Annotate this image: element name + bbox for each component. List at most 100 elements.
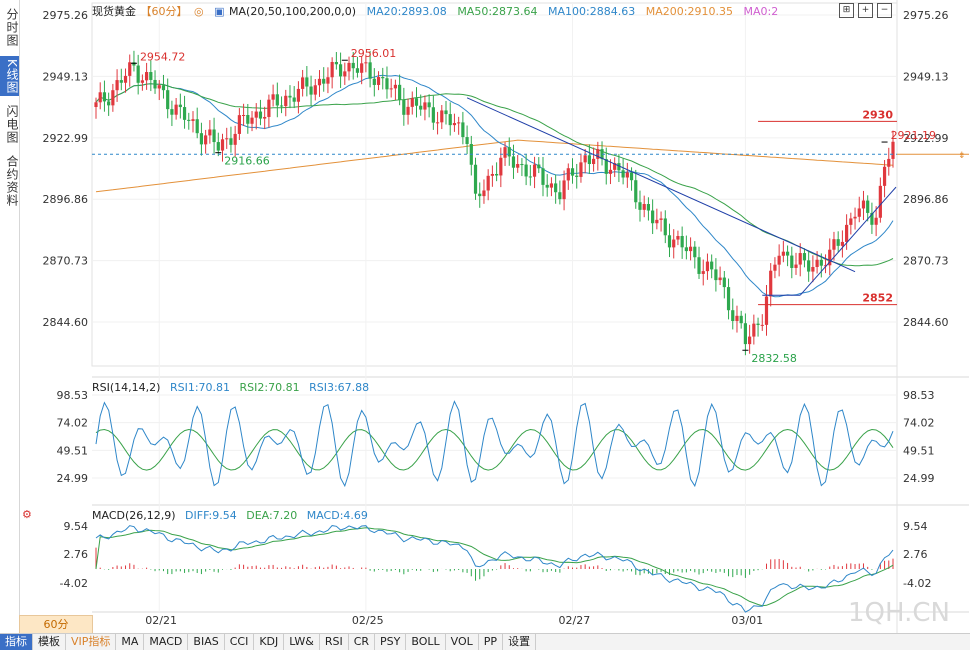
candle-body (225, 138, 229, 140)
rsi-tick-left: 74.02 (57, 417, 89, 430)
candle-body (115, 80, 119, 91)
price-tick-right: 2844.60 (903, 316, 949, 329)
candle-body (853, 216, 857, 219)
candle-body (334, 61, 338, 65)
indicator-tab-5[interactable]: BIAS (188, 634, 225, 650)
candle-body (832, 239, 836, 250)
candle-body (94, 102, 98, 108)
rsi-tick-right: 49.51 (903, 444, 935, 457)
candle-body (102, 92, 107, 102)
candle-body (849, 218, 853, 225)
candle-body (697, 257, 701, 274)
candle-body (423, 102, 427, 110)
price-tick-right: 2870.73 (903, 255, 949, 268)
candle-body (752, 323, 756, 337)
macd-label: MACD(26,12,9) (92, 509, 176, 522)
candle-body (794, 264, 798, 268)
candle-body (828, 249, 832, 266)
candle-body (284, 95, 288, 107)
candle-body (735, 315, 739, 321)
indicator-tab-1[interactable]: 模板 (33, 634, 66, 650)
zoom-in-icon[interactable]: + (858, 3, 873, 18)
indicator-tab-14[interactable]: PP (479, 634, 504, 650)
candle-body (570, 168, 575, 176)
candle-body (292, 97, 296, 102)
candle-body (241, 115, 246, 117)
candle-body (482, 190, 486, 197)
candle-body (402, 99, 406, 115)
expand-icon[interactable]: ⊞ (839, 3, 854, 18)
candle-body (376, 77, 381, 85)
candle-body (187, 119, 191, 121)
candle-body (132, 62, 136, 66)
candle-body (157, 85, 161, 89)
trendline-up (799, 186, 897, 296)
candle-body (254, 111, 258, 118)
rsi2-value: RSI2:70.81 (239, 381, 300, 394)
ma-toggle-icon[interactable]: ▣ (214, 5, 225, 18)
side-tab-bar: 分时图 K线图闪电图合约资料 (0, 0, 20, 633)
candle-body (208, 129, 212, 136)
time-tick-label: 02/27 (559, 614, 591, 627)
indicator-tab-4[interactable]: MACD (144, 634, 189, 650)
candle-body (166, 90, 170, 110)
indicator-tab-15[interactable]: 设置 (503, 634, 537, 650)
indicator-tab-6[interactable]: CCI (225, 634, 255, 650)
main-header: 现货黄金 【60分】 ◎ ▣ MA(20,50,100,200,0,0) MA2… (92, 3, 785, 19)
period-selector-button[interactable]: 60分 (19, 615, 93, 634)
side-tab-0[interactable]: 分时图 (5, 7, 19, 47)
candle-body (410, 98, 414, 107)
indicator-tab-10[interactable]: CR (349, 634, 376, 650)
candle-body (516, 164, 520, 168)
candle-body (811, 267, 815, 272)
candle-body (250, 117, 254, 124)
candle-body (288, 95, 292, 98)
candle-body (823, 265, 828, 267)
indicator-tab-13[interactable]: VOL (446, 634, 479, 650)
candle-body (389, 88, 393, 90)
candle-body (161, 85, 166, 91)
candle-body (861, 200, 866, 209)
candle-body (655, 219, 659, 224)
candle-body (629, 172, 634, 181)
candle-body (887, 158, 891, 167)
side-tab-3[interactable]: 合约资料 (5, 155, 19, 207)
indicator-tab-0[interactable]: 指标 (0, 634, 33, 650)
candle-body (195, 119, 199, 134)
candle-body (296, 88, 301, 102)
candle-body (520, 164, 524, 166)
ma-settings-icon[interactable]: ◎ (194, 5, 204, 18)
candle-body (819, 259, 823, 266)
candle-body (182, 107, 187, 120)
candle-body (149, 72, 153, 80)
indicator-tab-12[interactable]: BOLL (406, 634, 446, 650)
indicator-tab-9[interactable]: RSI (320, 634, 349, 650)
indicator-tab-7[interactable]: KDJ (254, 634, 285, 650)
chart-canvas[interactable]: 2975.26 2975.26 2949.13 2949.13 2922.99 2922.… (0, 0, 970, 633)
side-tab-1[interactable]: K线图 (0, 56, 19, 96)
candle-body (785, 251, 790, 256)
candle-body (427, 102, 431, 108)
candle-body (566, 168, 570, 181)
price-annotation: 2921.19 (891, 129, 937, 142)
candle-body (351, 62, 355, 69)
candle-body (246, 115, 250, 124)
candle-body (773, 264, 777, 271)
indicator-tab-3[interactable]: MA (116, 634, 145, 650)
rsi2-line (95, 428, 894, 471)
indicator-tab-8[interactable]: LW& (284, 634, 320, 650)
rsi1-line (95, 400, 894, 488)
candle-body (364, 62, 368, 64)
indicator-tab-2[interactable]: VIP指标 (66, 634, 117, 650)
price-annotation: 2832.58 (751, 352, 797, 365)
symbol-name: 现货黄金 (92, 5, 136, 18)
time-tick-label: 02/25 (352, 614, 384, 627)
indicator-tab-11[interactable]: PSY (375, 634, 407, 650)
candle-body (583, 155, 587, 163)
macd-tick-right: 2.76 (903, 548, 928, 561)
candle-body (170, 109, 174, 115)
candle-body (478, 193, 482, 197)
macd-settings-icon[interactable]: ⚙ (22, 508, 32, 521)
zoom-out-icon[interactable]: − (877, 3, 892, 18)
side-tab-2[interactable]: 闪电图 (5, 104, 19, 144)
